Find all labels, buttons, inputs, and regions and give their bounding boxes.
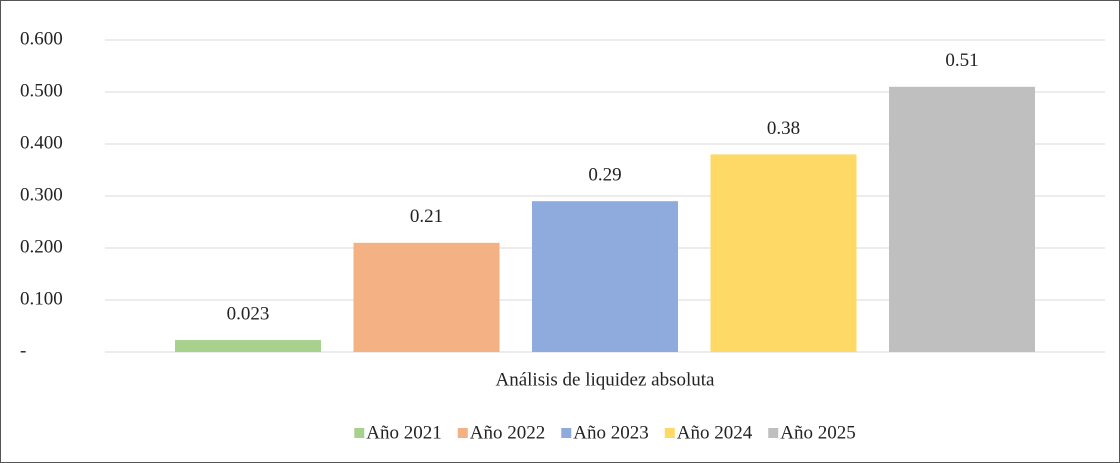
bar xyxy=(532,201,678,352)
bar xyxy=(353,242,500,352)
y-tick-label: 0.400 xyxy=(20,132,63,153)
data-label: 0.51 xyxy=(945,50,978,71)
legend-label: Año 2022 xyxy=(470,422,545,443)
legend-swatch xyxy=(457,428,468,438)
legend-swatch xyxy=(768,428,779,438)
bar xyxy=(710,154,857,352)
legend-swatch xyxy=(354,428,365,438)
y-tick-label: - xyxy=(20,340,26,361)
bar xyxy=(889,86,1035,353)
bar xyxy=(175,340,321,352)
legend-swatch xyxy=(561,428,572,438)
y-tick-label: 0.100 xyxy=(20,288,63,309)
legend-label: Año 2025 xyxy=(780,422,855,443)
data-label: 0.29 xyxy=(588,165,621,186)
data-label: 0.38 xyxy=(767,118,800,139)
data-label: 0.023 xyxy=(227,303,270,324)
y-tick-label: 0.500 xyxy=(20,80,63,101)
y-tick-label: 0.600 xyxy=(20,28,63,49)
legend-label: Año 2024 xyxy=(677,422,753,443)
data-label: 0.21 xyxy=(410,206,443,227)
y-tick-label: 0.300 xyxy=(20,184,63,205)
legend-label: Año 2023 xyxy=(573,422,648,443)
x-category-label: Análisis de liquidez absoluta xyxy=(496,369,716,390)
legend-swatch xyxy=(664,428,675,438)
legend-label: Año 2021 xyxy=(366,422,441,443)
y-tick-label: 0.200 xyxy=(20,236,63,257)
